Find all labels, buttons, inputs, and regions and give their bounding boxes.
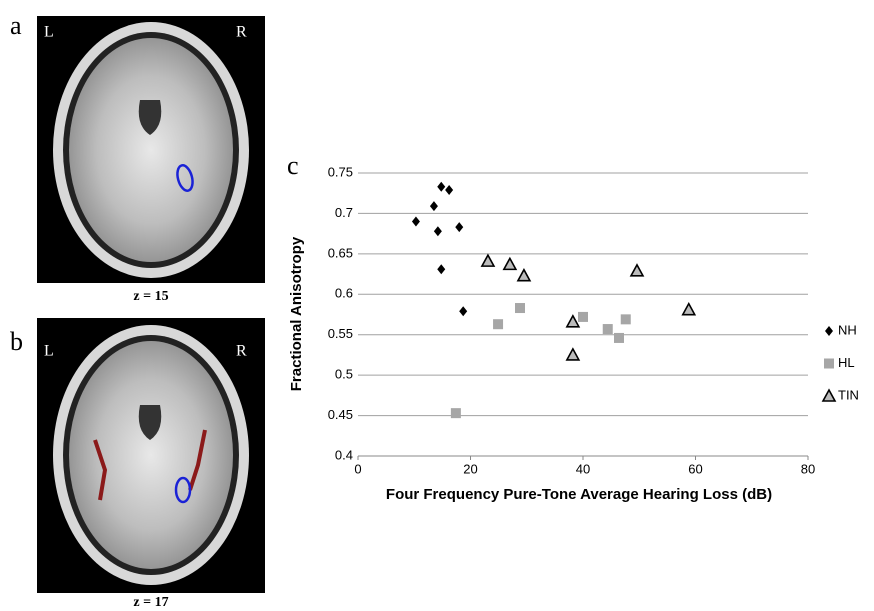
y-tick-label: 0.55 [328, 326, 353, 341]
panel-letter: c [287, 151, 299, 180]
roi-marker [174, 476, 192, 504]
point [433, 226, 442, 237]
point [629, 263, 645, 277]
brain [69, 38, 233, 262]
point [445, 184, 454, 195]
side-label: L [44, 24, 54, 41]
brain [69, 341, 233, 569]
point [502, 256, 518, 271]
ventricle [138, 100, 162, 135]
y-tick-label: 0.6 [335, 286, 353, 301]
point [437, 264, 446, 275]
y-tick-label: 0.45 [328, 407, 353, 422]
y-tick-label: 0.7 [335, 205, 353, 220]
point [411, 216, 420, 227]
legend-label: TIN [838, 387, 859, 402]
ventricle [138, 405, 162, 440]
panel-b: b L R z = 17 [10, 318, 265, 610]
slice-caption: z = 17 [133, 595, 168, 610]
side-label: L [44, 343, 54, 360]
point [429, 201, 438, 212]
point [565, 347, 581, 361]
tract-overlay [93, 439, 108, 501]
point [516, 268, 532, 282]
point [437, 181, 446, 192]
slice-caption: z = 15 [133, 289, 168, 304]
y-tick-label: 0.75 [328, 164, 353, 179]
panel-a: a L R z = 15 [10, 11, 265, 304]
x-tick-label: 20 [463, 461, 477, 476]
scatter-chart: c Four Frequency Pure-Tone Average Heari… [287, 151, 859, 503]
panel-letter: a [10, 11, 22, 40]
panel-letter: b [10, 327, 23, 356]
point [825, 326, 833, 336]
legend-label: HL [838, 355, 855, 370]
x-tick-label: 80 [801, 461, 815, 476]
legend-label: NH [838, 322, 857, 337]
point [614, 332, 624, 343]
point [515, 303, 525, 314]
point [493, 319, 504, 330]
point [821, 388, 837, 402]
point [602, 324, 613, 335]
y-tick-label: 0.65 [328, 245, 353, 260]
point [565, 314, 581, 328]
point [620, 314, 631, 325]
point [578, 311, 588, 322]
roi-marker [176, 164, 194, 192]
x-axis-label: Four Frequency Pure-Tone Average Hearing… [386, 486, 772, 503]
point [459, 306, 468, 317]
point [681, 301, 697, 316]
point [480, 253, 496, 267]
x-tick-label: 40 [576, 461, 590, 476]
point [455, 222, 464, 233]
side-label: R [236, 24, 247, 41]
y-axis-label: Fractional Anisotropy [288, 236, 305, 391]
x-tick-label: 60 [688, 461, 702, 476]
x-tick-label: 0 [354, 461, 361, 476]
tract-overlay [188, 429, 207, 491]
point [450, 408, 461, 419]
y-tick-label: 0.4 [335, 447, 353, 462]
point [824, 358, 834, 369]
y-tick-label: 0.5 [335, 367, 353, 382]
side-label: R [236, 343, 247, 360]
